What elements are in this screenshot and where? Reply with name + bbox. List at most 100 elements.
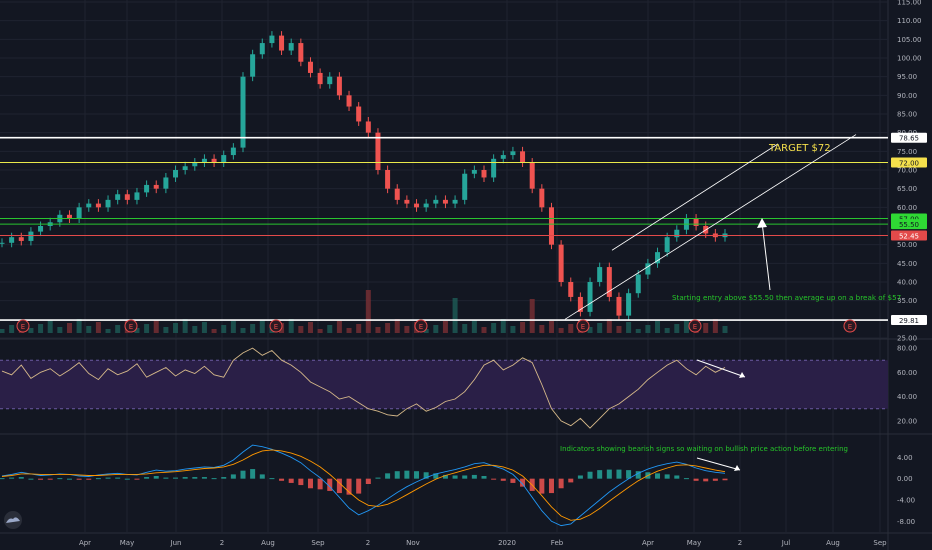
volume-bar xyxy=(173,323,179,333)
candle-body[interactable] xyxy=(491,158,497,178)
candle-body[interactable] xyxy=(462,173,468,200)
x-tick-label: 2 xyxy=(738,539,742,547)
earnings-marker[interactable] xyxy=(576,319,590,333)
earnings-marker[interactable] xyxy=(843,319,857,333)
candle-body[interactable] xyxy=(365,121,371,133)
candle-body[interactable] xyxy=(423,203,429,208)
candle-body[interactable] xyxy=(587,282,593,312)
candle-body[interactable] xyxy=(279,35,285,51)
candle-body[interactable] xyxy=(298,43,304,62)
candle-body[interactable] xyxy=(173,170,179,178)
candle-body[interactable] xyxy=(548,207,554,245)
earnings-marker-label: E xyxy=(419,323,423,331)
candle-body[interactable] xyxy=(356,106,362,122)
candle-body[interactable] xyxy=(655,252,661,264)
candle-body[interactable] xyxy=(250,54,256,77)
candle-body[interactable] xyxy=(105,199,111,208)
candle-body[interactable] xyxy=(597,267,603,282)
candle-body[interactable] xyxy=(433,199,439,204)
candle-body[interactable] xyxy=(375,132,381,170)
candle-body[interactable] xyxy=(153,184,159,189)
candle-body[interactable] xyxy=(674,229,680,238)
candle-body[interactable] xyxy=(336,76,342,96)
candle-body[interactable] xyxy=(230,147,236,156)
rsi-line[interactable] xyxy=(1,347,726,429)
channel-upper-line[interactable] xyxy=(611,143,779,251)
candle-body[interactable] xyxy=(327,76,333,85)
candle-body[interactable] xyxy=(134,192,140,200)
candle-body[interactable] xyxy=(66,214,72,219)
candle-body[interactable] xyxy=(385,170,391,189)
candle-body[interactable] xyxy=(616,296,622,316)
earnings-marker[interactable] xyxy=(269,319,283,333)
macd-histogram-bar xyxy=(481,476,487,479)
macd-pane[interactable] xyxy=(0,444,741,527)
tradingview-logo-icon[interactable] xyxy=(4,511,22,529)
candle-body[interactable] xyxy=(529,162,535,189)
candle-body[interactable] xyxy=(558,244,564,282)
earnings-marker[interactable] xyxy=(124,319,138,333)
candle-body[interactable] xyxy=(346,95,352,107)
candle-body[interactable] xyxy=(606,267,612,297)
candle-body[interactable] xyxy=(86,203,92,208)
candle-body[interactable] xyxy=(626,293,632,316)
level-price-tag xyxy=(891,230,927,241)
candle-body[interactable] xyxy=(452,199,458,204)
candle-body[interactable] xyxy=(240,76,246,148)
candle-body[interactable] xyxy=(693,218,699,226)
candle-body[interactable] xyxy=(124,194,130,200)
candle-body[interactable] xyxy=(317,72,323,85)
candle-body[interactable] xyxy=(18,237,24,241)
candle-body[interactable] xyxy=(9,237,15,243)
candle-body[interactable] xyxy=(664,237,670,253)
price-tick-label: 85.00 xyxy=(897,111,917,119)
candle-body[interactable] xyxy=(577,296,583,312)
candle-body[interactable] xyxy=(95,203,101,208)
candle-body[interactable] xyxy=(182,166,188,170)
candle-body[interactable] xyxy=(221,155,227,163)
macd-histogram-bar xyxy=(259,474,265,479)
candle-body[interactable] xyxy=(163,177,169,189)
candle-body[interactable] xyxy=(192,162,198,167)
macd-histogram-bar xyxy=(452,475,458,479)
candle-body[interactable] xyxy=(471,170,477,174)
earnings-marker[interactable] xyxy=(414,319,428,333)
channel-lower-line[interactable] xyxy=(564,134,857,320)
candle-body[interactable] xyxy=(38,226,44,232)
candle-body[interactable] xyxy=(144,184,150,193)
candle-body[interactable] xyxy=(259,43,265,55)
candle-body[interactable] xyxy=(269,35,275,44)
candle-body[interactable] xyxy=(394,188,400,200)
macd-line[interactable] xyxy=(1,444,726,527)
candle-body[interactable] xyxy=(442,199,448,204)
level-price-label: 72.00 xyxy=(899,160,919,168)
candle-body[interactable] xyxy=(307,61,313,73)
candle-body[interactable] xyxy=(568,282,574,297)
rsi-pane[interactable] xyxy=(0,347,888,429)
candle-body[interactable] xyxy=(28,231,34,241)
candle-body[interactable] xyxy=(539,188,545,208)
macd-tick-label: -4.00 xyxy=(897,497,915,505)
candle-body[interactable] xyxy=(201,158,207,163)
candle-body[interactable] xyxy=(500,155,506,159)
candle-body[interactable] xyxy=(288,43,294,51)
candle-body[interactable] xyxy=(645,263,651,275)
signal-line[interactable] xyxy=(1,449,726,521)
candle-body[interactable] xyxy=(414,203,420,208)
candle-body[interactable] xyxy=(635,274,641,294)
level-price-label: 55.50 xyxy=(899,221,919,229)
macd-histogram-bar xyxy=(568,478,574,483)
earnings-marker[interactable] xyxy=(688,319,702,333)
candle-body[interactable] xyxy=(481,170,487,178)
earnings-marker[interactable] xyxy=(16,319,30,333)
candle-body[interactable] xyxy=(76,207,82,219)
candle-body[interactable] xyxy=(211,158,217,163)
macd-histogram-bar xyxy=(182,477,188,479)
candle-body[interactable] xyxy=(510,151,516,156)
candle-body[interactable] xyxy=(404,199,410,204)
candle-body[interactable] xyxy=(115,194,121,200)
candle-body[interactable] xyxy=(0,242,5,244)
candle-body[interactable] xyxy=(520,151,526,163)
